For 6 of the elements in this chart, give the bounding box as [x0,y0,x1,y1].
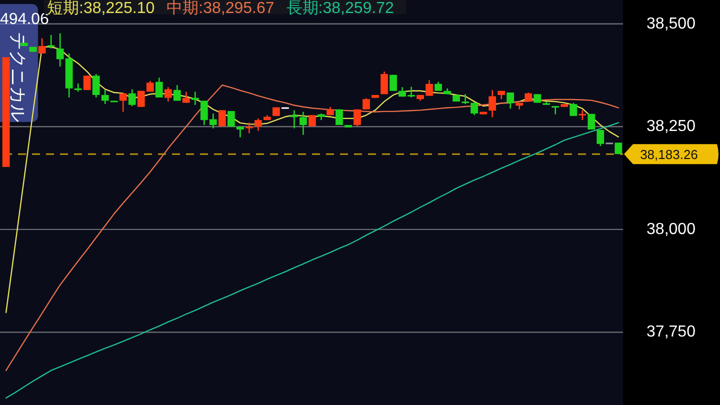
y-tick-label: 38,000 [646,220,696,238]
y-tick-label: 37,750 [646,324,696,341]
y-tick-label: 38,500 [646,15,696,32]
series-label: 短期:38,225.10 [47,0,155,17]
y-tick-label: 38,250 [646,118,696,136]
ref-line-label: 38,183.26 [640,147,698,162]
